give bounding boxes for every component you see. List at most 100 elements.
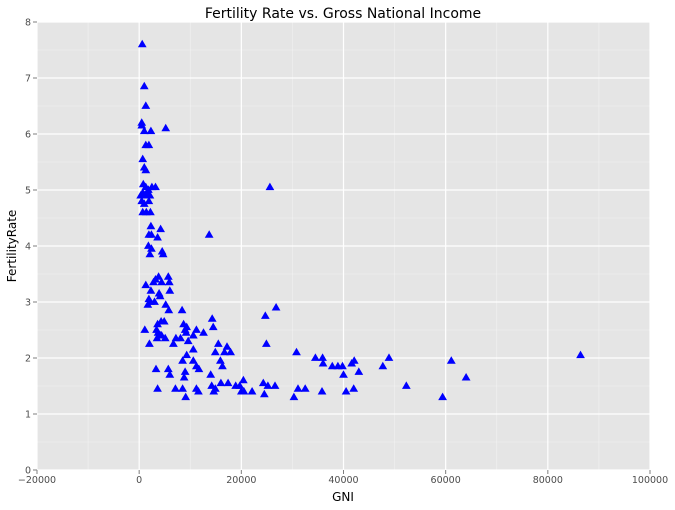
data-point (140, 325, 150, 333)
data-point (157, 277, 166, 286)
data-point (223, 378, 233, 387)
y-tick-label: 5 (25, 186, 31, 197)
y-tick-label: 1 (25, 410, 31, 421)
data-point (222, 342, 232, 350)
data-point (260, 389, 269, 398)
x-tick-label: 0 (136, 475, 142, 486)
data-point (156, 224, 165, 233)
data-point (188, 345, 198, 353)
data-point (138, 154, 148, 163)
y-tick-label: 6 (25, 130, 31, 141)
data-point (165, 370, 175, 378)
data-point (154, 272, 163, 280)
data-point (144, 140, 154, 149)
data-point (161, 300, 171, 308)
data-point (153, 384, 162, 392)
data-point (188, 331, 198, 339)
data-point (139, 81, 149, 90)
data-point (163, 364, 173, 373)
data-points (136, 39, 585, 401)
data-point (204, 230, 214, 238)
data-point (220, 347, 229, 356)
data-point (261, 311, 270, 319)
data-point (289, 392, 299, 401)
data-point (157, 331, 166, 339)
data-point (145, 191, 155, 199)
data-point (183, 336, 193, 345)
data-point (263, 381, 273, 389)
data-point (461, 373, 471, 381)
data-point (139, 126, 149, 135)
data-point (152, 333, 162, 342)
data-point (194, 387, 203, 395)
data-point (339, 370, 348, 378)
data-point (446, 356, 456, 364)
data-point (258, 378, 268, 387)
y-tick-label: 3 (25, 298, 31, 309)
data-point (317, 387, 327, 395)
data-point (150, 297, 159, 305)
data-point (165, 286, 175, 294)
y-tick-label: 7 (25, 74, 31, 85)
data-point (209, 387, 219, 395)
x-tick-label: 20000 (226, 475, 256, 486)
data-point (262, 339, 271, 347)
data-point (158, 249, 168, 258)
x-tick-label: 40000 (328, 475, 358, 486)
data-point (146, 221, 156, 230)
y-tick-label: 0 (25, 466, 31, 477)
data-point (137, 39, 147, 48)
data-point (327, 361, 337, 370)
data-point (149, 277, 158, 286)
data-point (239, 375, 248, 384)
x-tick-label: 80000 (533, 475, 563, 486)
y-axis-label: FertilityRate (5, 210, 19, 283)
data-point (378, 361, 388, 370)
data-point (194, 364, 204, 373)
y-tick-label: 2 (25, 354, 31, 365)
data-point (161, 123, 171, 132)
data-point (182, 350, 191, 359)
data-point (206, 370, 216, 378)
data-point (300, 384, 310, 392)
x-tick-labels: −20000 0 20000 40000 60000 80000 100000 (18, 475, 668, 486)
data-point (151, 182, 160, 191)
data-point (207, 314, 217, 322)
y-tick-label: 8 (25, 18, 31, 29)
data-point (210, 347, 220, 356)
data-point (292, 347, 301, 356)
data-point (144, 196, 154, 205)
data-point (164, 305, 174, 314)
data-point (163, 272, 173, 280)
x-axis-label: GNI (332, 490, 354, 504)
data-point (349, 384, 359, 392)
data-point (192, 325, 201, 333)
data-point (576, 350, 585, 359)
data-point (402, 381, 411, 389)
data-point (147, 244, 156, 252)
data-point (147, 230, 156, 238)
data-point (247, 387, 257, 395)
data-point (145, 339, 154, 347)
data-point (137, 121, 147, 129)
data-point (141, 280, 151, 289)
data-point (188, 356, 198, 364)
data-point (338, 361, 347, 370)
data-point (311, 353, 320, 361)
data-point (214, 339, 223, 347)
data-point (169, 339, 178, 347)
data-point (171, 384, 180, 392)
data-point (159, 317, 169, 325)
data-point (145, 249, 155, 258)
data-point (180, 367, 190, 375)
data-point (179, 373, 189, 381)
data-point (151, 364, 161, 373)
x-tick-label: −20000 (18, 475, 56, 486)
chart-title: Fertility Rate vs. Gross National Income (205, 6, 481, 22)
data-point (208, 322, 218, 331)
data-point (153, 233, 162, 241)
data-point (177, 305, 187, 314)
data-point (271, 303, 281, 311)
data-point (139, 199, 149, 207)
